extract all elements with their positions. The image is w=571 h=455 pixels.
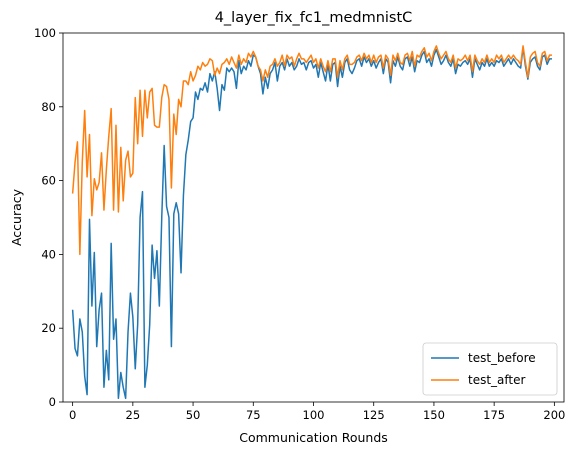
y-tick-label: 60 [41, 174, 56, 188]
legend-box [422, 342, 558, 396]
y-tick-label: 40 [41, 247, 56, 261]
y-tick-label: 80 [41, 100, 56, 114]
series-line-test-before [71, 47, 552, 400]
legend-label-test-before: test_before [468, 351, 536, 365]
y-axis-label: Accuracy [9, 188, 24, 246]
y-tick-label: 20 [41, 321, 56, 335]
ticks-layer: 0 25 50 75 100 125 150 175 200 0 20 40 60 80 100 [34, 26, 565, 422]
axes-frame [62, 32, 565, 403]
x-tick-label: 125 [363, 408, 385, 422]
y-tick-label: 100 [34, 26, 56, 40]
legend: test_before test_after [422, 342, 558, 396]
x-tick-label: 200 [543, 408, 565, 422]
x-tick-label: 150 [423, 408, 445, 422]
x-tick-label: 175 [483, 408, 505, 422]
legend-label-test-after: test_after [468, 373, 526, 387]
x-tick-label: 25 [126, 408, 141, 422]
series-line-test-after [71, 45, 552, 256]
series-layer [71, 45, 552, 400]
x-tick-label: 0 [69, 408, 76, 422]
chart-title: 4_layer_fix_fc1_medmnistC [215, 10, 413, 26]
x-tick-label: 75 [246, 408, 261, 422]
x-tick-label: 50 [186, 408, 201, 422]
x-axis-label: Communication Rounds [239, 430, 388, 445]
x-tick-label: 100 [303, 408, 325, 422]
y-tick-label: 0 [49, 395, 56, 409]
